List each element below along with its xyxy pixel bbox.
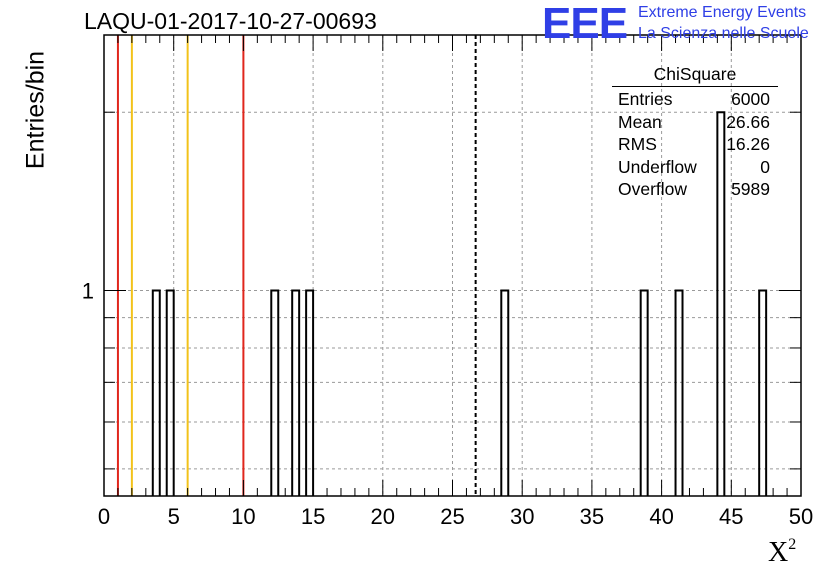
stats-value: 16.26	[726, 134, 770, 154]
stats-box: ChiSquare Entries 6000 Mean 26.66 RMS 16.26…	[612, 64, 778, 201]
x-tick-label: 5	[168, 504, 180, 529]
x-axis-label: X2	[768, 536, 796, 569]
histogram-bin	[151, 289, 161, 496]
x-tick-label: 40	[649, 504, 673, 529]
stats-row-entries: Entries 6000	[612, 88, 778, 111]
histogram-bin	[500, 289, 510, 496]
stats-title: ChiSquare	[612, 64, 778, 87]
chart-title: LAQU-01-2017-10-27-00693	[84, 8, 377, 34]
x-tick-label: 25	[440, 504, 464, 529]
stats-label: Overflow	[618, 179, 688, 199]
histogram-bin	[639, 289, 649, 496]
logo-line-1: Extreme Energy Events	[638, 4, 807, 21]
stats-value: 6000	[731, 89, 770, 109]
histogram-bin	[716, 111, 726, 496]
stats-label: Mean	[618, 111, 662, 132]
x-tick-label: 20	[371, 504, 395, 529]
x-tick-label: 30	[510, 504, 534, 529]
y-axis-label: Entries/bin	[21, 50, 50, 170]
stats-value: 0	[760, 156, 770, 177]
stats-value: 5989	[731, 179, 770, 199]
histogram-bin	[305, 289, 315, 496]
x-tick-label: 15	[301, 504, 325, 529]
x-tick-label: 0	[98, 504, 110, 529]
stats-label: RMS	[618, 134, 657, 154]
stats-value: 26.66	[726, 111, 770, 132]
histogram-bin	[674, 289, 684, 496]
x-axis-label-sup: 2	[788, 536, 797, 553]
stats-row-overflow: Overflow 5989	[612, 178, 778, 201]
stats-label: Underflow	[618, 156, 697, 177]
logo-line-2: La Scienza nelle Scuole	[638, 25, 809, 42]
stats-row-underflow: Underflow 0	[612, 156, 778, 179]
histogram-bin	[270, 289, 280, 496]
x-tick-label: 35	[580, 504, 604, 529]
x-axis-label-base: X	[768, 537, 789, 568]
x-tick-label: 10	[231, 504, 255, 529]
y-tick-label: 1	[82, 279, 94, 304]
stats-label: Entries	[618, 89, 673, 109]
x-tick-label: 45	[719, 504, 743, 529]
stats-row-rms: RMS 16.26	[612, 133, 778, 156]
histogram-bin	[165, 289, 175, 496]
histogram-bin	[291, 289, 301, 496]
eee-logo: EEE	[542, 0, 628, 48]
stats-row-mean: Mean 26.66	[612, 111, 778, 134]
histogram-bin	[758, 289, 768, 496]
x-tick-label: 50	[789, 504, 813, 529]
